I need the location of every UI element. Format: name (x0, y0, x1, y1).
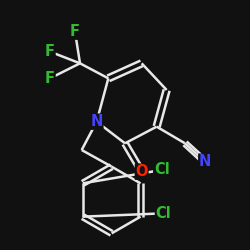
Text: F: F (45, 71, 55, 86)
Text: F: F (70, 24, 80, 39)
Text: N: N (199, 154, 211, 169)
Text: O: O (136, 164, 148, 179)
Text: F: F (45, 44, 55, 59)
Text: Cl: Cl (154, 162, 170, 178)
Text: N: N (90, 114, 103, 129)
Text: Cl: Cl (156, 206, 171, 221)
